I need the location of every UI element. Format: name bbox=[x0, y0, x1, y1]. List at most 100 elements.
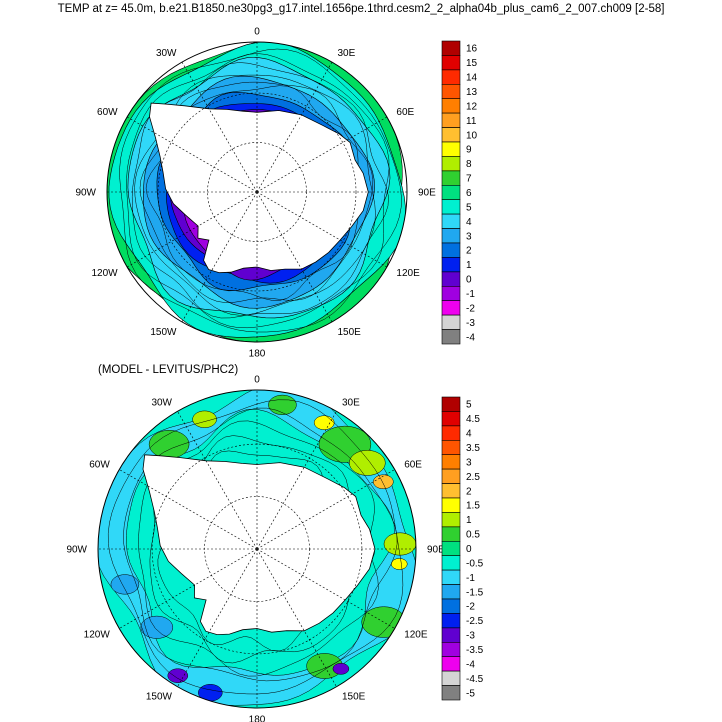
longitude-label: 150W bbox=[150, 327, 177, 338]
colorbar-swatch bbox=[441, 257, 461, 273]
colorbar-tick-label: -1 bbox=[466, 289, 475, 300]
anomaly-region bbox=[167, 668, 189, 683]
colorbar-tick-label: 15 bbox=[466, 58, 478, 69]
longitude-label: 120E bbox=[396, 268, 420, 279]
map-panel-2: 0 30E 60E 90E 120E 150E 180 150W 120W 90W 60W 30W bbox=[66, 375, 445, 722]
contour-line bbox=[138, 420, 379, 677]
colorbar-tick-label: -4 bbox=[466, 332, 475, 343]
colorbar-tick-label: 11 bbox=[466, 116, 477, 127]
map-boundary bbox=[97, 389, 417, 709]
colorbar-tick-label: 2 bbox=[466, 246, 472, 257]
colorbar-swatch bbox=[441, 425, 461, 441]
colorbar-swatch bbox=[441, 396, 461, 412]
colorbar-tick-label: -5 bbox=[466, 688, 475, 699]
colorbar-tick-label: -4 bbox=[466, 659, 475, 670]
colorbar-tick-label: 4 bbox=[466, 429, 472, 440]
meridian-line bbox=[177, 548, 258, 687]
colorbar-swatch bbox=[441, 213, 461, 229]
colorbar-tick-label: 2 bbox=[466, 486, 472, 497]
longitude-label: 60E bbox=[404, 460, 422, 471]
longitude-label: 90E bbox=[427, 545, 445, 556]
meridian-line bbox=[256, 61, 333, 193]
colorbar-tick-label: 1 bbox=[466, 260, 472, 271]
longitude-label: 90W bbox=[75, 188, 96, 199]
colorbar-swatch bbox=[441, 439, 461, 455]
colorbar-tick-label: -3.5 bbox=[466, 645, 484, 656]
colorbar-swatch bbox=[441, 569, 461, 585]
colorbar-tick-label: -2 bbox=[466, 303, 475, 314]
meridian-line bbox=[181, 61, 258, 193]
colorbar-tick-label: 1 bbox=[466, 515, 472, 526]
colorbar-tick-label: -2.5 bbox=[466, 616, 484, 627]
colorbar-swatch bbox=[441, 613, 461, 629]
longitude-label: 90E bbox=[418, 188, 436, 199]
colorbar-swatch bbox=[441, 329, 461, 345]
longitude-label: 150E bbox=[338, 327, 362, 338]
meridian-line bbox=[256, 116, 388, 193]
colorbar-tick-label: -2 bbox=[466, 602, 475, 613]
meridian-line bbox=[177, 411, 258, 550]
colorbar-tick-label: 3.5 bbox=[466, 443, 480, 454]
anomaly-region bbox=[391, 558, 408, 570]
colorbar-swatch bbox=[441, 512, 461, 528]
colorbar-swatch bbox=[441, 185, 461, 201]
meridian-line bbox=[126, 191, 258, 268]
anomaly-region bbox=[361, 606, 406, 638]
colorbar-swatch bbox=[441, 98, 461, 114]
colorbar-tick-label: 9 bbox=[466, 145, 472, 156]
meridian-line bbox=[256, 191, 388, 268]
colorbar-swatch bbox=[441, 685, 461, 701]
colorbar-tick-label: 5 bbox=[466, 400, 472, 411]
colorbar-tick-label: 4 bbox=[466, 217, 472, 228]
colorbar-tick-label: 13 bbox=[466, 87, 478, 98]
colorbar-tick-label: 5 bbox=[466, 202, 472, 213]
colorbar-swatch bbox=[441, 598, 461, 614]
anomaly-region bbox=[268, 394, 297, 415]
longitude-label: 60W bbox=[89, 460, 110, 471]
colorbar-2: 5 4.5 4 3.5 3 2.5 2 1.5 1 0.5 0 -0.5 -1 -1.5 -2 -2.5 -3 -… bbox=[441, 396, 484, 701]
colorbar-tick-label: -4.5 bbox=[466, 674, 484, 685]
longitude-label: 30W bbox=[151, 397, 172, 408]
colorbar-swatch bbox=[441, 84, 461, 100]
meridian-line bbox=[256, 548, 337, 687]
colorbar-swatch bbox=[441, 656, 461, 672]
colorbar-swatch bbox=[441, 468, 461, 484]
colorbar-swatch bbox=[441, 584, 461, 600]
colorbar-swatch bbox=[441, 540, 461, 556]
colorbar-swatch bbox=[441, 170, 461, 186]
meridian-line bbox=[119, 469, 258, 550]
longitude-label: 120W bbox=[91, 268, 118, 279]
colorbar-swatch bbox=[441, 228, 461, 244]
colorbar-swatch bbox=[441, 411, 461, 427]
antarctica-land bbox=[149, 102, 369, 274]
colorbar-tick-label: 14 bbox=[466, 73, 478, 84]
colorbar-swatch bbox=[441, 641, 461, 657]
colorbar-tick-label: 16 bbox=[466, 44, 478, 55]
colorbar-tick-label: -3 bbox=[466, 631, 475, 642]
colorbar-tick-label: 2.5 bbox=[466, 472, 480, 483]
colorbar-tick-label: 0.5 bbox=[466, 530, 480, 541]
latitude-circle bbox=[157, 92, 357, 292]
anomaly-region bbox=[349, 450, 386, 476]
anomaly-region bbox=[313, 415, 335, 430]
colorbar-swatch bbox=[441, 526, 461, 542]
longitude-label: 0 bbox=[254, 27, 260, 38]
colorbar-tick-label: 4.5 bbox=[466, 414, 480, 425]
meridian-line bbox=[126, 116, 258, 193]
anomaly-region bbox=[332, 662, 350, 675]
colorbar-tick-label: 0 bbox=[466, 275, 472, 286]
colorbar-swatch bbox=[441, 199, 461, 215]
colorbar-swatch bbox=[441, 300, 461, 316]
colorbar-swatch bbox=[441, 314, 461, 330]
colorbar-swatch bbox=[441, 483, 461, 499]
longitude-label: 0 bbox=[254, 375, 260, 386]
longitude-label: 180 bbox=[249, 715, 266, 722]
colorbar-swatch bbox=[441, 555, 461, 571]
colorbar-swatch bbox=[441, 112, 461, 128]
colorbar-tick-label: 6 bbox=[466, 188, 472, 199]
anomaly-region bbox=[140, 615, 174, 639]
longitude-label: 120E bbox=[404, 630, 428, 641]
meridian-line bbox=[256, 469, 395, 550]
